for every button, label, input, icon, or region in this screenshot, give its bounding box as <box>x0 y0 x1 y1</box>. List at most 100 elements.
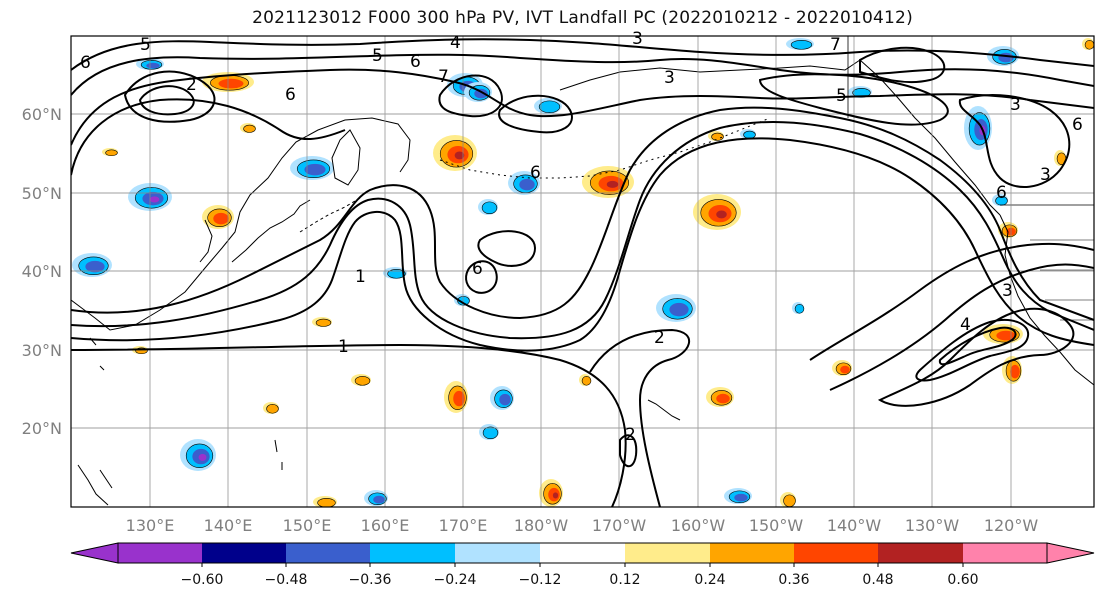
positive-anomaly <box>693 194 741 230</box>
plot-area <box>71 36 1094 507</box>
negative-anomaly <box>490 386 514 410</box>
map-title: 2021123012 F000 300 hPa PV, IVT Landfall… <box>252 8 913 28</box>
contour-label: 7 <box>438 67 449 87</box>
anomaly-level <box>783 494 796 507</box>
lon-tick-label: 160°W <box>671 516 726 535</box>
contour-label: 6 <box>80 53 91 73</box>
contour-label: 6 <box>530 163 541 183</box>
latitude-labels: 60°N 50°N 40°N 30°N 20°N <box>22 105 62 438</box>
contour-label: 2 <box>654 328 665 348</box>
anomaly-level <box>218 78 244 89</box>
anomaly-level <box>474 88 488 99</box>
colorbar: −0.60 −0.48 −0.36 −0.24 −0.12 0.12 0.24 0.36 0.4… <box>70 542 1095 588</box>
asia-coastline <box>71 117 411 331</box>
lon-tick-label: 170°E <box>439 516 488 535</box>
graticule <box>71 36 1094 507</box>
contour-labels: 5 6 4 5 3 7 3 5 3 6 2 6 7 6 1 6 2 2 1 3 … <box>80 29 1083 445</box>
contour-line <box>465 260 498 294</box>
positive-anomaly <box>202 205 234 229</box>
anomaly-level <box>519 178 535 191</box>
colorbar-tick-label: −0.12 <box>519 572 562 588</box>
kamchatka-coastline <box>331 129 361 186</box>
anomaly-level <box>373 495 385 504</box>
lon-tick-label: 180°W <box>514 516 569 535</box>
negative-anomaly <box>383 267 407 279</box>
pv-contours <box>71 38 1094 507</box>
negative-anomaly <box>740 129 756 139</box>
colorbar-extend-high <box>1046 542 1095 564</box>
anomaly-level <box>317 498 336 507</box>
contour-line <box>758 73 949 126</box>
contour-line <box>477 230 537 267</box>
anomaly-level <box>734 493 748 502</box>
contour-label: 5 <box>836 86 847 106</box>
contour-line <box>71 121 1094 340</box>
alaska-coastline <box>559 59 1001 216</box>
lon-tick-label: 130°W <box>905 516 960 535</box>
contour-label: 3 <box>1002 281 1013 301</box>
positive-anomaly <box>102 148 118 157</box>
contour-line <box>438 74 503 118</box>
colorbar-tick-label: −0.48 <box>265 572 308 588</box>
positive-anomaly <box>312 317 332 327</box>
anomaly-level <box>387 269 406 279</box>
anomaly-level <box>794 304 805 314</box>
japan-coastline <box>231 199 311 263</box>
anomaly-level <box>198 453 207 461</box>
colorbar-tick-label: −0.36 <box>349 572 392 588</box>
lon-tick-label: 140°W <box>827 516 882 535</box>
anomaly-level <box>243 124 256 133</box>
contour-line <box>589 328 691 507</box>
contour-line <box>71 343 627 507</box>
positive-anomaly <box>780 492 796 507</box>
anomaly-level <box>146 62 160 69</box>
contour-label: 1 <box>355 267 366 287</box>
contour-line <box>71 68 1094 146</box>
kuril-islands <box>299 197 361 233</box>
anomaly-level <box>538 100 561 114</box>
contour-label: 5 <box>140 35 151 55</box>
anomaly-level <box>711 132 724 141</box>
contour-label: 3 <box>664 68 675 88</box>
lat-tick-label: 30°N <box>22 341 62 360</box>
contour-line <box>829 263 1094 391</box>
contour-line <box>71 53 1094 96</box>
contour-label: 3 <box>1040 165 1051 185</box>
colorbar-segment <box>540 543 625 563</box>
anomaly-level <box>315 318 332 327</box>
contour-label: 6 <box>472 259 483 279</box>
colorbar-tick-label: 0.48 <box>862 572 893 588</box>
anomaly-level <box>606 180 619 188</box>
colorbar-segment <box>370 543 455 563</box>
lon-tick-label: 130°E <box>126 516 175 535</box>
anomaly-level <box>716 210 727 219</box>
positive-anomaly <box>1082 38 1094 50</box>
lat-tick-label: 60°N <box>22 105 62 124</box>
contour-line <box>71 137 1094 352</box>
coastlines <box>71 36 1094 506</box>
anomaly-level <box>581 376 592 386</box>
positive-anomaly <box>351 374 371 386</box>
lon-tick-label: 160°E <box>361 516 410 535</box>
contour-line <box>619 434 638 468</box>
colorbar-segment <box>118 543 202 563</box>
negative-anomaly <box>792 302 805 314</box>
contour-line <box>877 307 1075 407</box>
positive-anomaly <box>433 135 477 171</box>
negative-anomaly <box>290 156 334 180</box>
anomaly-level <box>840 365 850 374</box>
colorbar-ticks: −0.60 −0.48 −0.36 −0.24 −0.12 0.12 0.24 0.36 0.4… <box>181 563 979 588</box>
contour-line <box>71 38 1094 71</box>
contour-label: 4 <box>450 33 461 53</box>
anomaly-level <box>266 404 279 414</box>
hawaii-islands <box>647 399 681 421</box>
colorbar-segment <box>625 543 710 563</box>
contour-label: 7 <box>830 35 841 55</box>
positive-anomaly <box>444 381 468 413</box>
philippines-coastline <box>77 464 113 506</box>
contour-line <box>915 318 1030 382</box>
contour-label: 2 <box>186 75 197 95</box>
colorbar-segment <box>286 543 370 563</box>
negative-anomaly <box>786 38 814 50</box>
contour-line <box>71 106 1094 321</box>
